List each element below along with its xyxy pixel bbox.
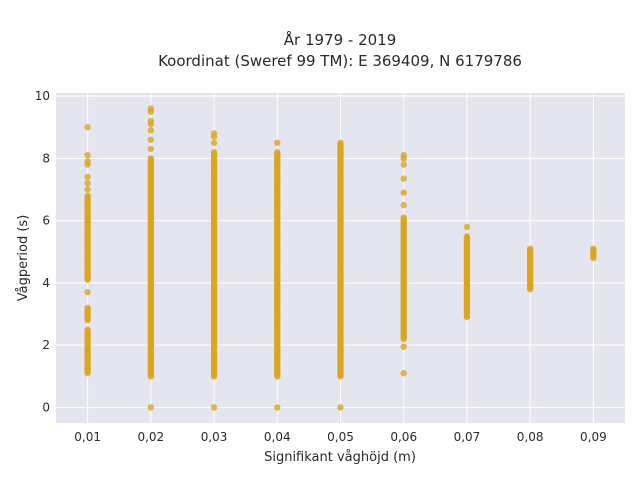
data-point — [400, 369, 407, 377]
data-point — [400, 343, 407, 350]
data-point — [400, 201, 407, 209]
data-point — [526, 245, 534, 252]
y-tick-label: 0 — [42, 400, 50, 414]
data-point — [84, 192, 91, 199]
data-point — [210, 139, 218, 147]
data-point — [400, 152, 407, 159]
x-tick-label: 0,09 — [580, 430, 607, 444]
data-point — [84, 173, 91, 181]
y-tick-label: 10 — [35, 89, 50, 103]
y-tick-label: 2 — [42, 338, 50, 352]
data-point — [84, 304, 91, 312]
y-tick-label: 4 — [42, 276, 50, 290]
data-point — [274, 139, 281, 147]
data-points — [84, 105, 597, 411]
data-point — [400, 161, 407, 168]
x-tick-label: 0,07 — [454, 430, 481, 444]
data-point — [147, 404, 155, 411]
data-point — [147, 105, 155, 112]
data-point — [274, 148, 281, 156]
data-point — [400, 189, 407, 196]
data-point — [84, 152, 91, 159]
data-point — [84, 124, 91, 131]
data-point — [147, 145, 155, 153]
y-tick-label: 6 — [42, 214, 50, 228]
y-axis-label: Vågperiod (s) — [16, 215, 31, 302]
x-tick-label: 0,08 — [517, 430, 544, 444]
chart-title: År 1979 - 2019 — [284, 30, 397, 49]
y-tick-label: 8 — [42, 151, 50, 165]
data-point — [210, 130, 218, 137]
data-point — [84, 289, 91, 296]
data-point — [84, 180, 91, 187]
x-tick-label: 0,03 — [201, 430, 228, 444]
chart-subtitle: Koordinat (Sweref 99 TM): E 369409, N 61… — [158, 52, 522, 70]
y-axis-ticks: 0 2 4 6 8 10 — [35, 89, 50, 414]
x-tick-label: 0,01 — [74, 430, 101, 444]
data-point — [84, 326, 91, 333]
data-point — [400, 175, 407, 182]
x-axis-label: Signifikant våghöjd (m) — [264, 450, 416, 465]
data-point — [463, 223, 471, 231]
data-point — [337, 139, 344, 147]
x-axis-ticks: 0,01 0,02 0,03 0,04 0,05 0,06 0,07 0,08 0,09 — [74, 430, 606, 444]
data-point — [147, 155, 155, 162]
x-tick-label: 0,06 — [390, 430, 417, 444]
data-point — [84, 186, 91, 193]
data-point — [590, 245, 597, 252]
data-point — [210, 148, 218, 156]
data-point — [463, 233, 471, 240]
data-point — [210, 404, 218, 411]
data-point — [147, 136, 155, 143]
x-tick-label: 0,04 — [264, 430, 291, 444]
data-point — [147, 127, 155, 134]
data-point — [337, 404, 344, 411]
data-point — [400, 214, 407, 221]
data-point — [147, 117, 155, 125]
data-point — [84, 158, 91, 165]
data-point — [274, 404, 281, 411]
x-tick-label: 0,02 — [137, 430, 164, 444]
x-tick-label: 0,05 — [327, 430, 354, 444]
